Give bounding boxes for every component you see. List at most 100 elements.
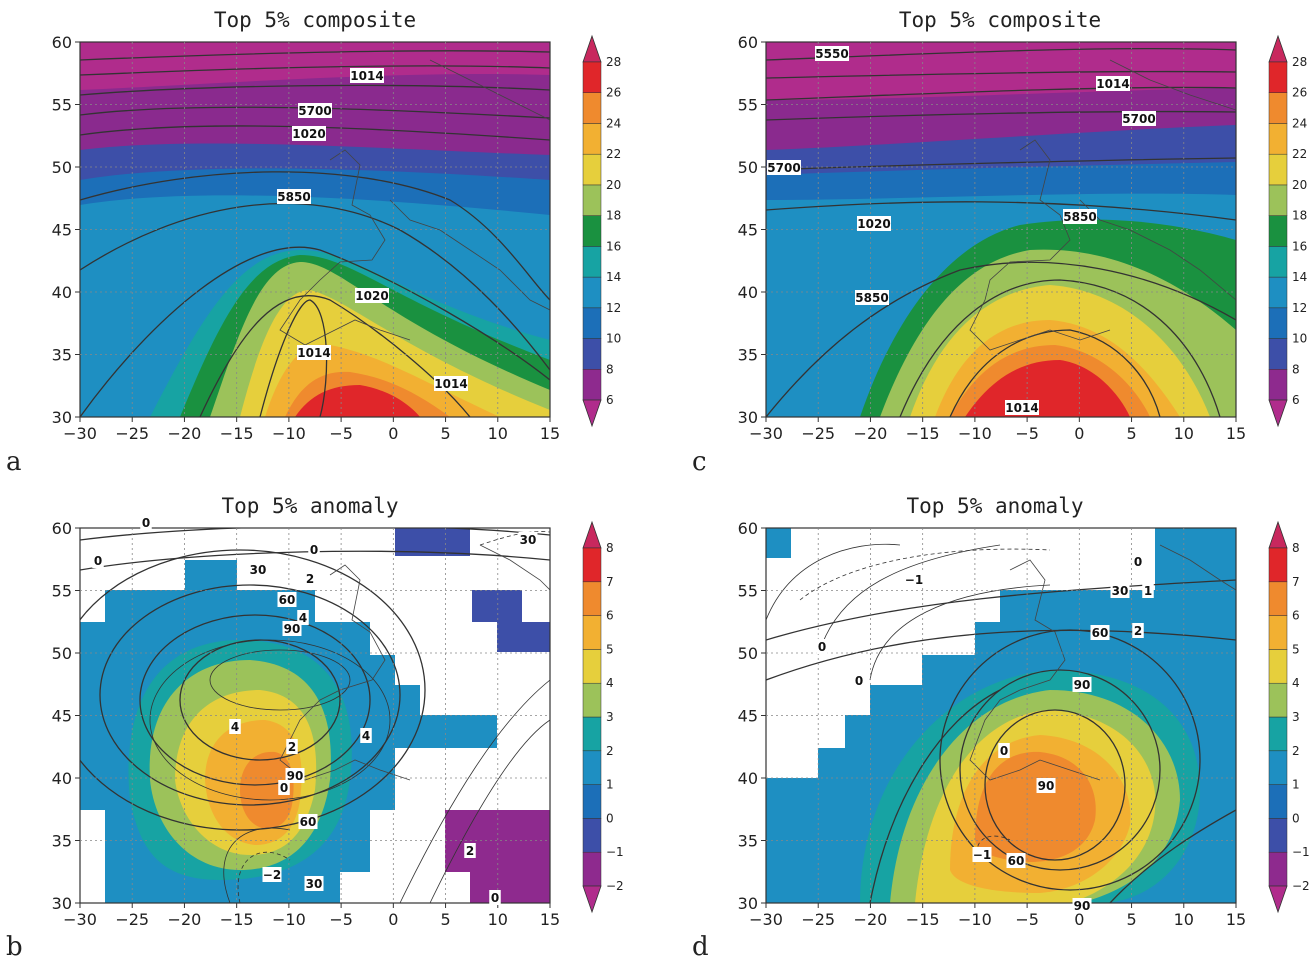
panel-a: Top 5% composite bbox=[6, 8, 621, 477]
contour-label: 1014 bbox=[1005, 401, 1038, 415]
contour-label-bg bbox=[767, 160, 801, 175]
colorbar-max-arrow bbox=[582, 520, 602, 549]
contour-label-bg bbox=[360, 728, 372, 743]
x-tick-label: 5 bbox=[440, 910, 450, 929]
panel-b: Top 5% anomaly bbox=[6, 494, 624, 959]
x-tick-label: −10 bbox=[272, 424, 306, 443]
contour-label: 90 bbox=[1038, 779, 1055, 793]
colorbar-tick-label: 20 bbox=[606, 178, 621, 192]
y-tick-label: 60 bbox=[52, 519, 72, 538]
colorbar-segment bbox=[1268, 338, 1288, 370]
colorbar-tick-label: 20 bbox=[1292, 178, 1307, 192]
contour-label: 60 bbox=[279, 593, 296, 607]
y-tick-label: 35 bbox=[52, 346, 72, 365]
contour-label-bg bbox=[355, 288, 389, 303]
contour-label-bg bbox=[853, 673, 865, 688]
colorbar-segment bbox=[582, 369, 602, 401]
contour-label: 1020 bbox=[292, 127, 325, 141]
x-tick-label: −30 bbox=[749, 424, 783, 443]
contour-label-bg bbox=[998, 743, 1010, 758]
colorbar-segment bbox=[1268, 123, 1288, 155]
colorbar-segment bbox=[582, 818, 602, 853]
contour-label: 0 bbox=[818, 640, 826, 654]
contour-label: 1020 bbox=[355, 289, 388, 303]
colorbar-tick-label: 6 bbox=[1292, 393, 1300, 407]
contour-label: 30 bbox=[520, 533, 537, 547]
colorbar-min-arrow bbox=[582, 399, 602, 428]
colorbar-segment bbox=[1268, 547, 1288, 583]
contour-label-bg bbox=[297, 610, 309, 625]
colorbar-segment bbox=[1268, 615, 1288, 650]
colorbar-tick-label: 3 bbox=[606, 710, 614, 724]
contour-label: −2 bbox=[263, 868, 281, 882]
contour-label: 0 bbox=[310, 543, 318, 557]
contour-label: 4 bbox=[299, 611, 307, 625]
contour-label: 0 bbox=[855, 674, 863, 688]
x-tick-label: −25 bbox=[115, 910, 149, 929]
colorbar-tick-label: 8 bbox=[1292, 541, 1300, 555]
colorbar-tick-label: 6 bbox=[1292, 609, 1300, 623]
colorbar-tick-label: 4 bbox=[1292, 676, 1300, 690]
contour-label-bg bbox=[308, 542, 320, 557]
contour-label-bg bbox=[298, 103, 332, 118]
colorbar-tick-label: 5 bbox=[1292, 642, 1300, 656]
contour-label-bg bbox=[277, 189, 311, 204]
contour-label: 5850 bbox=[855, 291, 888, 305]
colorbar-tick-label: 5 bbox=[606, 642, 614, 656]
contour-label: 1020 bbox=[857, 217, 890, 231]
x-tick-label: −15 bbox=[220, 424, 254, 443]
x-tick-label: −25 bbox=[801, 424, 835, 443]
colorbar-segment bbox=[1268, 818, 1288, 853]
contour-label: 30 bbox=[250, 563, 267, 577]
colorbar-tick-label: 26 bbox=[1292, 86, 1307, 100]
contour-label: 5850 bbox=[1063, 210, 1096, 224]
contour-label: −1 bbox=[973, 848, 991, 862]
colorbar-min-arrow bbox=[1268, 399, 1288, 428]
colorbar-tick-label: 4 bbox=[606, 676, 614, 690]
contour-label-bg bbox=[286, 739, 298, 754]
colorbar-max-arrow bbox=[1268, 520, 1288, 549]
contour-label: 60 bbox=[1008, 854, 1025, 868]
contour-label-bg bbox=[1072, 898, 1092, 913]
panel-c-letter: c bbox=[692, 447, 707, 477]
contour-label-bg bbox=[1072, 677, 1092, 692]
colorbar-tick-label: 8 bbox=[606, 362, 614, 376]
panel-a-title: Top 5% composite bbox=[214, 8, 416, 32]
colorbar-tick-label: −1 bbox=[606, 845, 624, 859]
x-tick-label: 0 bbox=[1074, 424, 1084, 443]
x-tick-label: −5 bbox=[1015, 424, 1039, 443]
y-tick-label: 45 bbox=[738, 707, 758, 726]
colorbar-segment bbox=[1268, 784, 1288, 819]
colorbar-segment bbox=[1268, 851, 1288, 887]
colorbar-segment bbox=[582, 547, 602, 583]
contour-label-bg bbox=[292, 126, 326, 141]
contour-label: 90 bbox=[284, 622, 301, 636]
contour-label: 1014 bbox=[350, 69, 383, 83]
contour-label-bg bbox=[1006, 853, 1026, 868]
x-tick-label: −20 bbox=[854, 910, 888, 929]
contour-label: 60 bbox=[300, 815, 317, 829]
contour-label: 5700 bbox=[298, 104, 331, 118]
contour-label: 90 bbox=[1074, 899, 1091, 913]
y-tick-label: 60 bbox=[738, 33, 758, 52]
colorbar-tick-label: 18 bbox=[606, 209, 621, 223]
x-tick-label: 10 bbox=[1174, 424, 1194, 443]
colorbar-tick-label: 22 bbox=[606, 147, 621, 161]
colorbar-segment bbox=[582, 338, 602, 370]
colorbar-segment bbox=[1268, 649, 1288, 684]
contour-label: 0 bbox=[280, 781, 288, 795]
colorbar-segment bbox=[582, 716, 602, 752]
y-tick-label: 50 bbox=[738, 644, 758, 663]
contour-label: 1014 bbox=[1096, 77, 1129, 91]
contour-label-bg bbox=[1132, 623, 1144, 638]
contour-label: 2 bbox=[466, 844, 474, 858]
contour-label-bg bbox=[1132, 554, 1144, 569]
contour-label: 1014 bbox=[434, 377, 467, 391]
x-tick-label: 5 bbox=[1126, 424, 1136, 443]
colorbar-segment bbox=[1268, 61, 1288, 93]
colorbar-tick-label: 0 bbox=[1292, 811, 1300, 825]
x-tick-label: 10 bbox=[1174, 910, 1194, 929]
colorbar-tick-label: −2 bbox=[1292, 879, 1309, 893]
colorbar-tick-label: 0 bbox=[606, 811, 614, 825]
